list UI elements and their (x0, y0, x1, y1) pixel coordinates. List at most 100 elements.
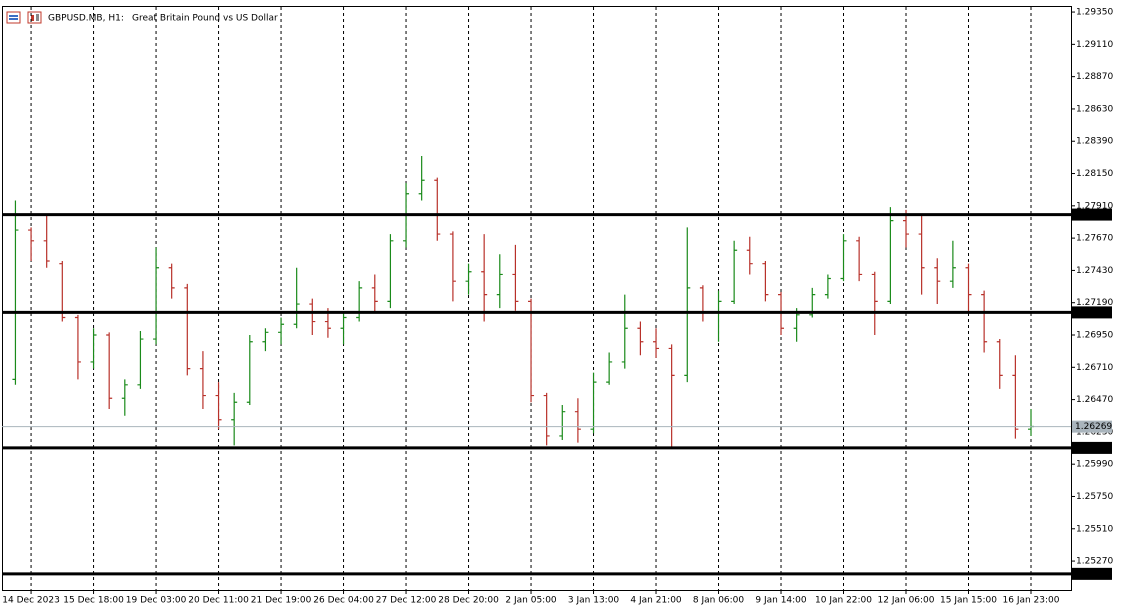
ohlc-bar (371, 274, 378, 313)
y-tick-label: 1.27190 (1076, 298, 1113, 308)
ohlc-bar (606, 352, 613, 385)
x-tick-label: 10 Jan 22:00 (815, 596, 872, 606)
ohlc-bar (43, 213, 50, 268)
ohlc-bar (590, 372, 597, 434)
ohlc-bar (840, 234, 847, 282)
ohlc-bar (1012, 355, 1019, 439)
ohlc-bar (981, 290, 988, 353)
y-tick-label: 1.25510 (1076, 524, 1113, 534)
x-tick-label: 19 Dec 03:00 (126, 596, 187, 606)
ohlc-bar (621, 294, 628, 369)
y-tick-label: 1.27670 (1076, 234, 1113, 244)
ohlc-bar (246, 335, 253, 405)
ohlc-bar (28, 227, 35, 261)
y-tick-label: 1.25990 (1076, 460, 1113, 470)
level-tag (1072, 441, 1112, 454)
ohlc-bar (106, 332, 113, 410)
ohlc-bar (762, 260, 769, 302)
y-tick-label: 1.25750 (1076, 492, 1113, 502)
plot-frame (2, 6, 1072, 591)
y-tick-label: 1.28390 (1076, 137, 1113, 147)
level-tag (1072, 306, 1112, 319)
ohlc-bar (121, 379, 128, 416)
x-tick-label: 26 Dec 04:00 (313, 596, 374, 606)
ohlc-bar (965, 263, 972, 313)
ohlc-bar (309, 298, 316, 336)
ohlc-bar (293, 267, 300, 329)
y-tick-label: 1.27910 (1076, 201, 1113, 211)
y-tick-label: 1.27430 (1076, 266, 1113, 276)
icon (27, 11, 42, 24)
y-tick-label: 1.25270 (1076, 557, 1113, 567)
header: GBPUSD.MB, H1: Great Britain Pound vs US… (6, 11, 278, 24)
ohlc-bar (512, 244, 519, 311)
x-tick-label: 15 Jan 15:00 (940, 596, 997, 606)
ohlc-bar (559, 404, 566, 440)
ohlc-bar (496, 254, 503, 309)
x-tick-label: 12 Jan 06:00 (878, 596, 935, 606)
level-tag (1072, 208, 1112, 221)
ohlc-bar (137, 330, 144, 389)
current-price-tag (1072, 420, 1112, 433)
description: Great Britain Pound vs US Dollar (132, 14, 278, 24)
x-tick-label: 28 Dec 20:00 (438, 596, 499, 606)
level-label: 1.27118 (1075, 308, 1112, 318)
ohlc-bar (74, 314, 81, 380)
ohlc-bar (824, 274, 831, 299)
ohlc-bar (184, 283, 191, 376)
icon (9, 15, 18, 17)
x-tick-label: 9 Jan 14:00 (755, 596, 807, 606)
ohlc-bar (887, 207, 894, 305)
y-tick-label: 1.28630 (1076, 104, 1113, 114)
ohlc-bar (168, 263, 175, 299)
y-tick-label: 1.29110 (1076, 40, 1113, 50)
ohlc-bar (574, 398, 581, 443)
ohlc-bar (918, 213, 925, 295)
ohlc-bar (387, 234, 394, 309)
x-tick-label: 20 Dec 11:00 (188, 596, 249, 606)
ohlc-bar (731, 240, 738, 305)
ohlc-bar (543, 392, 550, 446)
ohlc-bar (434, 177, 441, 241)
ohlc-bar (871, 271, 878, 336)
symbol: GBPUSD.MB, H1: (48, 14, 124, 24)
ohlc-bar (481, 234, 488, 322)
x-tick-label: 15 Dec 18:00 (63, 596, 124, 606)
ohlc-bar (903, 209, 910, 248)
x-tick-label: 21 Dec 19:00 (251, 596, 312, 606)
icon (36, 14, 39, 21)
ohlc-bar (262, 328, 269, 352)
ohlc-bar (278, 317, 285, 345)
x-tick-label: 16 Jan 23:00 (1003, 596, 1060, 606)
level-tag (1072, 567, 1112, 580)
x-tick-label: 8 Jan 06:00 (693, 596, 745, 606)
x-tick-label: 27 Dec 12:00 (376, 596, 437, 606)
ohlc-bar (856, 236, 863, 282)
ohlc-bar (231, 392, 238, 446)
icon (9, 18, 18, 20)
x-tick-label: 14 Dec 2023 (2, 596, 60, 606)
ohlc-bar (340, 312, 347, 345)
ohlc-bar (668, 344, 675, 449)
y-tick-label: 1.29350 (1076, 8, 1113, 18)
ohlc-bar (90, 328, 97, 369)
level-label: 1.27845 (1075, 210, 1112, 220)
ohlc-bar (153, 247, 160, 345)
ohlc-bar (934, 258, 941, 305)
level-label: 1.26111 (1075, 443, 1112, 453)
y-tick-label: 1.26710 (1076, 363, 1113, 373)
ohlc-bar (465, 263, 472, 295)
x-tick-label: 4 Jan 21:00 (630, 596, 682, 606)
ohlc-bar (996, 339, 1003, 389)
ohlc-bar (746, 236, 753, 275)
ohlc-bar (12, 200, 19, 385)
y-tick-label: 1.26470 (1076, 395, 1113, 405)
ohlc-bar (199, 351, 206, 410)
y-tick-label: 1.28870 (1076, 72, 1113, 82)
y-tick-label: 1.26950 (1076, 331, 1113, 341)
ohlc-bar (215, 382, 222, 430)
icon (31, 15, 34, 21)
ohlc-bar (637, 321, 644, 356)
